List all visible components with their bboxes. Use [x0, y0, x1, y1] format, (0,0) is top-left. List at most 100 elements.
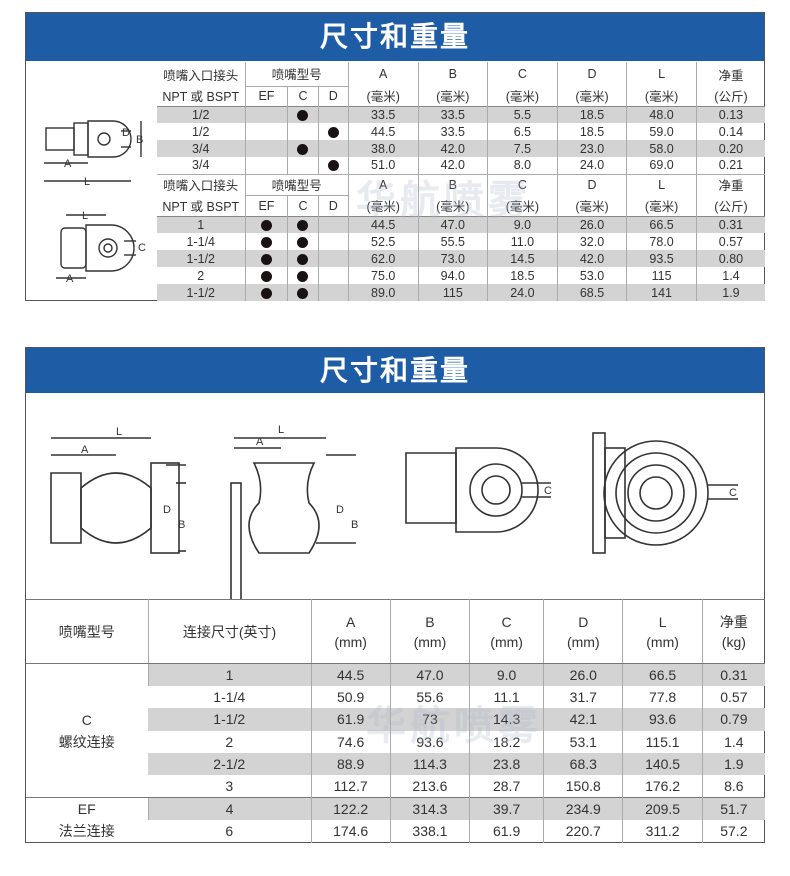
ef-cell [244, 140, 288, 157]
value-cell: 61.9 [469, 820, 544, 843]
value-cell: 24.0 [556, 157, 627, 174]
c-cell [287, 215, 319, 233]
value-cell: 68.5 [556, 284, 627, 301]
value-cell: 73.0 [417, 250, 488, 267]
col-label: D [578, 613, 589, 630]
c-cell [287, 140, 319, 157]
value-cell: 1.9 [695, 284, 765, 301]
size-cell: 1-1/4 [186, 234, 216, 249]
value-cell: 53.1 [543, 730, 623, 754]
value-cell: 28.7 [469, 775, 544, 798]
value-cell: 44.5 [310, 663, 391, 686]
ef-cell [244, 123, 288, 140]
value-cell: 150.8 [543, 775, 623, 798]
dot-icon [297, 253, 309, 265]
col-label: 净重 [719, 613, 748, 630]
value-cell: 47.0 [417, 215, 488, 233]
header-row: 喷嘴入口接头 喷嘴型号 A B C D L 净重 [157, 173, 765, 196]
dim-a: A [81, 444, 89, 456]
value-cell: 53.0 [556, 267, 627, 284]
c-cell [287, 284, 319, 301]
value-cell: 55.5 [417, 233, 488, 250]
value-cell: 0.31 [695, 215, 765, 233]
value-cell: 8.0 [487, 157, 558, 174]
value-cell: 44.5 [347, 123, 419, 140]
size-cell: 3 [225, 778, 234, 795]
value-cell: 1.4 [695, 267, 765, 284]
value-cell: 93.5 [626, 250, 697, 267]
ef-cell [244, 233, 288, 250]
dim-a2: A [256, 436, 264, 448]
value-cell: 141 [626, 284, 697, 301]
value-cell: 176.2 [622, 775, 703, 798]
table-row: 3/4 38.0 42.0 7.5 23.0 58.0 0.20 [157, 140, 765, 157]
value-cell: 52.5 [347, 233, 419, 250]
col-header-2: C (mm) [469, 599, 544, 664]
dot-icon [297, 143, 309, 155]
size-cell: 2 [225, 733, 234, 750]
value-cell: 26.0 [543, 663, 623, 686]
value-cell: 57.2 [701, 820, 765, 843]
value-cell: 114.3 [389, 753, 470, 776]
col-header-3: D [556, 62, 627, 86]
value-cell: 23.0 [556, 140, 627, 157]
size-cell: 1 [157, 215, 245, 233]
bottom-title-bar: 尺寸和重量 [26, 348, 764, 393]
value-cell: 174.6 [310, 820, 391, 843]
value-cell: 338.1 [389, 820, 470, 843]
top-title-bar: 尺寸和重量 [26, 13, 764, 61]
bottom-panel: 尺寸和重量 L A D B L A D B C C 喷嘴 [25, 347, 765, 843]
value-cell: 1.9 [701, 753, 765, 776]
table-row: EF 法兰连接 4 122.2 314.3 39.7 234.9 209.5 51.7 [26, 797, 765, 843]
value-cell: 38.0 [347, 140, 419, 157]
value-cell: 1.4 [701, 730, 765, 754]
header-row: 喷嘴入口接头 喷嘴型号 A B C D L 净重 [157, 62, 765, 87]
col-unit-0: (毫米) [347, 195, 419, 216]
value-cell: 31.7 [543, 685, 623, 709]
dot-icon [260, 236, 272, 248]
value-cell: 9.0 [469, 663, 544, 686]
model-name: 法兰连接 [58, 823, 115, 840]
value-cell: 78.0 [626, 233, 697, 250]
col-header-2: C [487, 62, 558, 86]
table-row: 3 112.7 213.6 28.7 150.8 176.2 8.6 [26, 775, 765, 798]
size-cell: 1-1/4 [213, 689, 246, 706]
c-cell [287, 233, 319, 250]
size-cell: 2-1/2 [148, 753, 311, 776]
value-cell: 9.0 [487, 215, 558, 233]
ef-cell [244, 267, 288, 284]
c-cell [287, 157, 319, 174]
top-drawings: D B A L L C A [44, 120, 146, 285]
col-unit-2: (毫米) [487, 86, 558, 106]
col-unit: (mm) [566, 633, 600, 650]
value-cell: 314.3 [389, 797, 470, 821]
size-cell: 1-1/2 [148, 708, 311, 731]
value-cell: 122.2 [310, 797, 391, 821]
table-row: 6 174.6 338.1 61.9 220.7 311.2 57.2 [26, 820, 765, 843]
col-header-3: D (mm) [543, 599, 623, 664]
value-cell: 42.0 [417, 157, 488, 174]
size-cell: 3/4 [192, 158, 210, 173]
header-row: NPT 或 BSPT EF C D (毫米) (毫米) (毫米) (毫米) (毫米) (公斤) [157, 195, 765, 216]
dot-icon [297, 109, 309, 121]
col-unit: (mm) [413, 633, 447, 650]
model-header: 喷嘴型号 [26, 599, 148, 664]
ef-header: EF [244, 195, 288, 216]
value-cell: 55.6 [389, 685, 470, 709]
value-cell: 42.0 [556, 250, 627, 267]
table-row: 2-1/2 88.9 114.3 23.8 68.3 140.5 1.9 [26, 753, 765, 776]
model-header: 喷嘴型号 [244, 173, 349, 196]
value-cell: 115 [626, 267, 697, 284]
top-spec-table: 喷嘴入口接头 喷嘴型号 A B C D L 净重 NPT 或 BSPT EF C D (毫米) (毫米)(… [157, 62, 765, 301]
model-group-cell: EF 法兰连接 [26, 797, 148, 843]
d-cell [317, 157, 349, 174]
dim-d: D [122, 127, 130, 139]
col-label: C [501, 613, 512, 630]
col-unit-2: (毫米) [487, 195, 558, 216]
header-row: 喷嘴型号 连接尺寸(英寸) A (mm) B (mm) C (mm) D (mm) L (mm) 净重 (… [26, 599, 765, 664]
d-cell [317, 267, 349, 284]
value-cell: 42.1 [543, 708, 623, 731]
table-row: 2 75.0 94.0 18.5 53.0 115 1.4 [157, 267, 765, 284]
value-cell: 58.0 [626, 140, 697, 157]
value-cell: 18.5 [556, 123, 627, 140]
